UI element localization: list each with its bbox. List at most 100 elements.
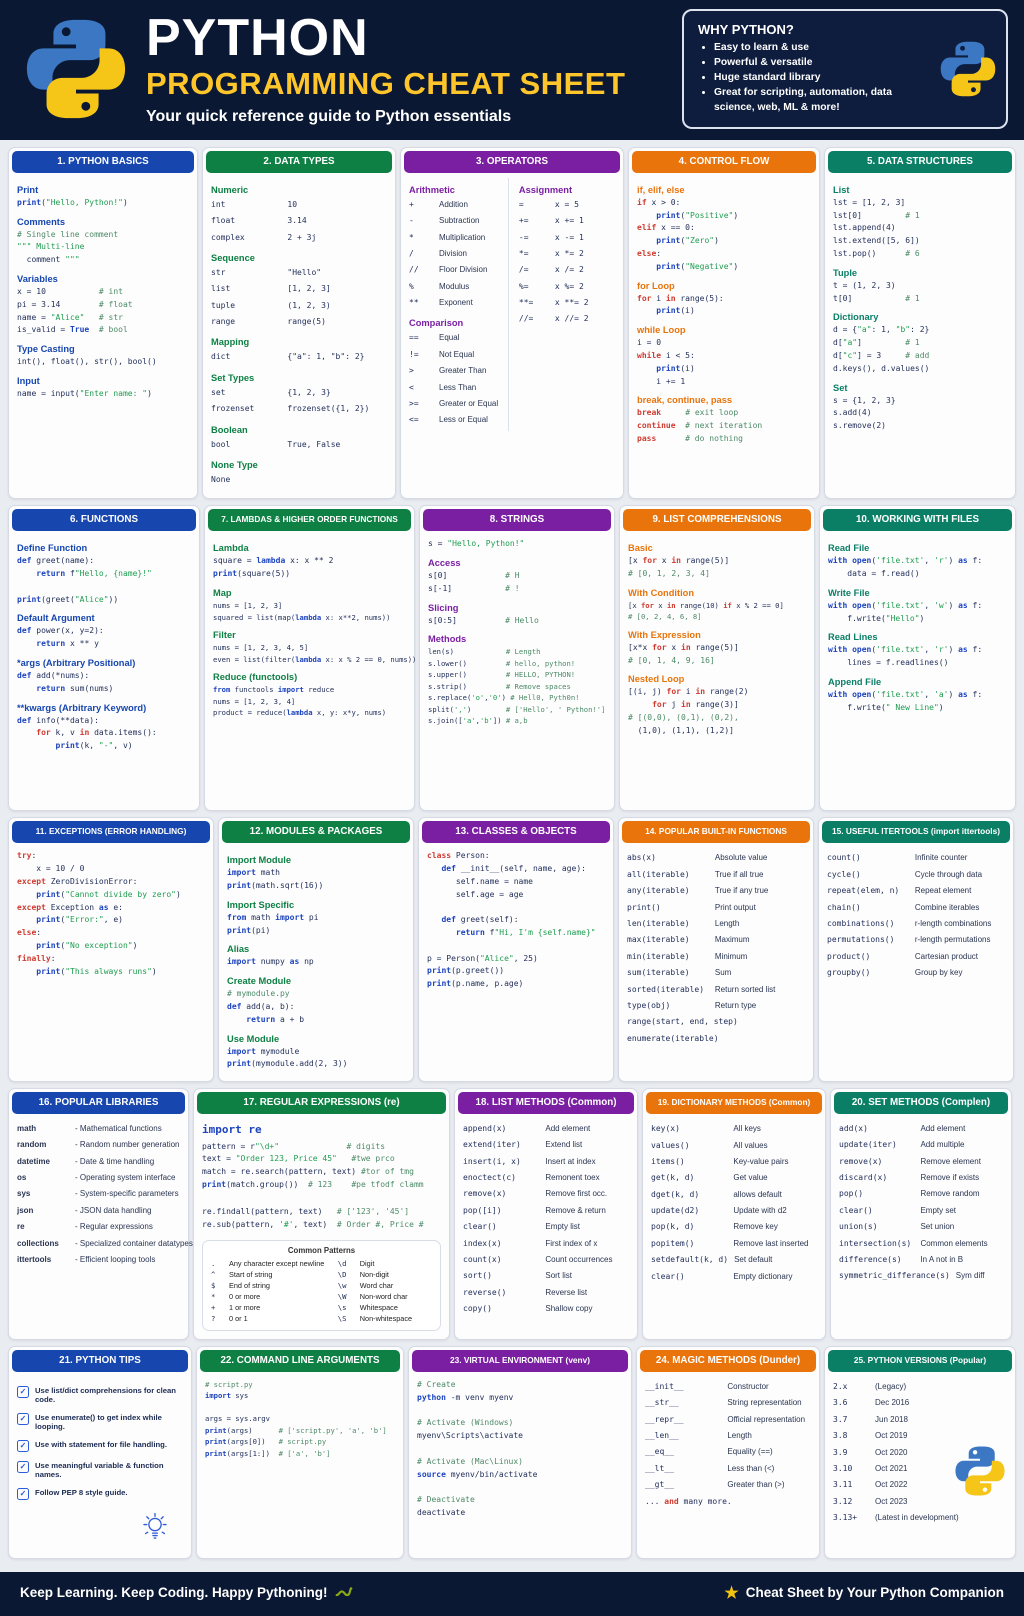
kv-row: pop(k, d) Remove key [651, 1219, 817, 1235]
code-block: break # exit loop continue # next iterat… [637, 408, 763, 443]
kv-key: any(iterable) [627, 886, 690, 896]
card-row: 21. PYTHON TIPS ✓ Use list/dict comprehens… [8, 1346, 1016, 1559]
kv-key: groupby() [827, 968, 871, 978]
block-heading: Tuple [833, 267, 858, 278]
kv-row: update(iter) Add multiple [839, 1137, 1003, 1153]
kv-value: Get value [733, 1173, 768, 1183]
why-python-bullet: Great for scripting, automation, data sc… [714, 86, 934, 116]
kv-value: x /= 2 [554, 265, 584, 275]
block-heading: Input [17, 375, 40, 386]
kv-value: Dec 2016 [875, 1398, 910, 1408]
kv-value: x += 1 [554, 216, 584, 226]
kv-key: tuple [211, 300, 236, 310]
kv-key: key(x) [651, 1124, 680, 1134]
block-heading: Import Specific [227, 899, 295, 910]
kv-value: r-length combinations [914, 918, 992, 928]
kv-list: append(x) Add element extend(iter) Extend l… [463, 1121, 629, 1318]
code-block: def add(*nums): return sum(nums) [17, 670, 114, 693]
kv-row: dget(k, d) allows default [651, 1187, 817, 1203]
code-block: nums = [1, 2, 3] squared = list(map(lamb… [213, 600, 391, 622]
code-block: with open('file.txt', 'r') as f: data = … [828, 556, 983, 578]
kv-row: > Greater Than [409, 363, 508, 379]
kv-key: remove(x) [463, 1189, 507, 1199]
kv-value: Remonent toex [545, 1173, 600, 1183]
section-body: ✓ Use list/dict comprehensions for clean … [9, 1375, 191, 1558]
kv-value: Empty set [920, 1205, 957, 1215]
code-block: nums = [1, 2, 3, 4, 5] even = list(filte… [213, 643, 417, 664]
kv-value: x **= 2 [554, 298, 589, 308]
kv-value: Set default [734, 1255, 773, 1265]
kv-row: min(iterable) Minimum [627, 949, 805, 965]
kv-value: Combine iterables [914, 902, 980, 912]
code-block: def power(x, y=2): return x ** y [17, 626, 104, 649]
section-card: 14. POPULAR BUILT-IN FUNCTIONS abs(x) Abso… [618, 817, 814, 1083]
code-block: ... and many more. [645, 1496, 732, 1506]
kv-list: == Equal != Not Equal > Greater Than < Less Tha… [409, 330, 508, 428]
block-heading: *args (Arbitrary Positional) [17, 657, 136, 668]
kv-key: set [211, 387, 226, 397]
kv-row: values() All values [651, 1138, 817, 1154]
cards-grid: 1. PYTHON BASICS Print print("Hello, Pytho… [0, 140, 1024, 1572]
kv-value: Add element [920, 1123, 966, 1133]
kv-key: 3.13+ [833, 1513, 858, 1523]
kv-key: -= [518, 232, 529, 242]
star-icon: ★ [724, 1584, 739, 1602]
kv-value: Greater than (>) [727, 1480, 785, 1490]
section-title: 20. SET METHODS (Complen) [834, 1092, 1008, 1114]
code-block: # Create python -m venv myenv # Activate… [417, 1380, 538, 1517]
checkbox-icon: ✓ [17, 1460, 29, 1473]
section-body: __init__ Constructor __str__ String represe… [637, 1375, 819, 1558]
code-block: import mymodule print(mymodule.add(2, 3)… [227, 1046, 348, 1069]
kv-value: x = 5 [554, 199, 579, 209]
section-body: Basic [x for x in range(5)] # [0, 1, 2, 3… [620, 534, 814, 810]
kv-key: count(x) [463, 1255, 502, 1265]
kv-key: difference(s) [839, 1255, 902, 1265]
kv-key: >= [409, 399, 419, 409]
code-block: s = "Hello, Python!" [428, 539, 525, 549]
kv-list: dict {"a": 1, "b": 2} [211, 349, 387, 365]
code-block: try: x = 10 / 0 except ZeroDivisionError… [17, 851, 181, 976]
pattern-symbol: + [211, 1303, 216, 1313]
kv-row: abs(x) Absolute value [627, 850, 805, 866]
section-title: 17. REGULAR EXPRESSIONS (re) [197, 1092, 446, 1114]
kv-value: range(5) [287, 317, 326, 327]
kv-key: = [518, 199, 524, 209]
kv-row: __repr__ Official representation [645, 1412, 811, 1428]
kv-value: Empty dictionary [733, 1271, 793, 1281]
kv-row: <= Less or Equal [409, 412, 508, 428]
section-card: 8. STRINGS s = "Hello, Python!" Access s[0]… [419, 505, 615, 812]
header-titles: PYTHON PROGRAMMING CHEAT SHEET Your quic… [146, 12, 666, 126]
section-card: 16. POPULAR LIBRARIES math - Mathematical … [8, 1088, 193, 1341]
kv-key: update(d2) [651, 1206, 700, 1216]
kv-key: product() [827, 951, 871, 961]
kv-key: intersection(s) [839, 1238, 912, 1248]
block-heading: Variables [17, 273, 58, 284]
kv-key: math [17, 1123, 37, 1133]
kv-row: == Equal [409, 330, 508, 346]
kv-value: {"a": 1, "b": 2} [287, 352, 365, 362]
kv-value: x *= 2 [554, 248, 584, 258]
kv-value: Return type [714, 1000, 757, 1010]
kv-value: Reverse list [545, 1287, 588, 1297]
kv-row: repeat(elem, n) Repeat element [827, 883, 1005, 899]
kv-row: enumerate(iterable) [627, 1031, 805, 1047]
kv-row: %= x %= 2 [519, 279, 615, 295]
kv-value: Count occurrences [545, 1255, 613, 1265]
kv-key: min(iterable) [627, 951, 690, 961]
section-card: 5. DATA STRUCTURES List lst = [1, 2, 3] ls… [824, 147, 1016, 500]
kv-key: dget(k, d) [651, 1189, 700, 1199]
section-body: math - Mathematical functions random - Rand… [9, 1117, 193, 1339]
why-python-title: WHY PYTHON? [698, 22, 794, 38]
kv-row: 3.8 Oct 2019 [833, 1428, 1007, 1444]
kv-key: < [409, 382, 414, 392]
kv-value: Common elements [920, 1238, 988, 1248]
tip-text: Use with statement for file handling. [35, 1439, 167, 1449]
kv-key: add(x) [839, 1123, 868, 1133]
kv-key: len(iterable) [627, 918, 690, 928]
pattern-desc: Digit [359, 1259, 375, 1269]
kv-key: enoctect(c) [463, 1173, 516, 1183]
code-block: import math print(math.sqrt(16)) [227, 868, 324, 890]
kv-row: type(obj) Return type [627, 998, 805, 1014]
code-block: d = {"a": 1, "b": 2} d["a"] # 1 d["c"] =… [833, 325, 930, 373]
kv-row: 3.6 Dec 2016 [833, 1395, 1007, 1411]
